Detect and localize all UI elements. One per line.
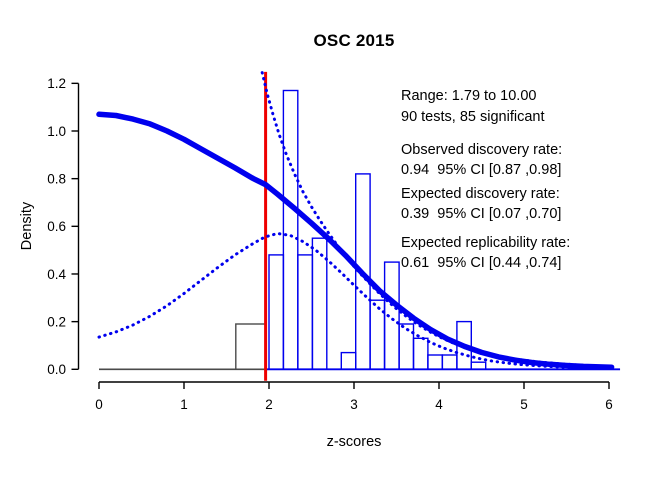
histogram-bar bbox=[470, 361, 487, 371]
histogram-bar bbox=[282, 89, 299, 370]
histogram-bar bbox=[311, 237, 328, 371]
histogram-bar bbox=[297, 254, 314, 370]
annotation-edr-value: 0.39 95% CI [0.07 ,0.70] bbox=[401, 206, 562, 222]
x-axis-label: z-scores bbox=[326, 434, 382, 450]
ci-lower-curve bbox=[97, 231, 611, 370]
histogram-bar bbox=[268, 254, 285, 370]
x-tick-label: 3 bbox=[350, 397, 358, 412]
chart-title: OSC 2015 bbox=[313, 31, 395, 50]
histogram-bar bbox=[369, 299, 386, 371]
histogram-bar bbox=[412, 337, 429, 370]
histogram-bar bbox=[340, 351, 357, 371]
histogram-bar bbox=[441, 354, 458, 371]
x-tick-label: 5 bbox=[520, 397, 528, 412]
x-tick-label: 2 bbox=[265, 397, 273, 412]
fitted-density-curve bbox=[96, 111, 615, 370]
annotation-range: Range: 1.79 to 10.00 bbox=[401, 88, 537, 104]
y-tick-label: 0.2 bbox=[47, 314, 66, 329]
y-tick-label: 0.0 bbox=[47, 362, 66, 377]
annotation-odr-label: Observed discovery rate: bbox=[401, 142, 563, 158]
y-tick-label: 1.2 bbox=[47, 76, 66, 91]
y-tick-label: 0.4 bbox=[47, 267, 66, 282]
annotation-odr-value: 0.94 95% CI [0.87 ,0.98] bbox=[401, 162, 562, 178]
annotation-tests: 90 tests, 85 significant bbox=[401, 109, 545, 125]
histogram-bar bbox=[427, 354, 443, 371]
x-tick-label: 4 bbox=[435, 397, 443, 412]
histogram-bar-nonsignificant bbox=[235, 323, 267, 370]
y-tick-label: 1.0 bbox=[47, 124, 66, 139]
x-tick-label: 1 bbox=[180, 397, 188, 412]
x-tick-label: 6 bbox=[605, 397, 613, 412]
annotation-err-value: 0.61 95% CI [0.44 ,0.74] bbox=[401, 255, 562, 271]
y-axis-label: Density bbox=[19, 201, 35, 251]
histogram-bar bbox=[398, 323, 415, 370]
x-tick-label: 0 bbox=[95, 397, 103, 412]
y-tick-label: 0.8 bbox=[47, 171, 66, 186]
y-tick-label: 0.6 bbox=[47, 219, 66, 234]
annotation-err-label: Expected replicability rate: bbox=[401, 235, 571, 251]
annotation-edr-label: Expected discovery rate: bbox=[401, 186, 560, 202]
